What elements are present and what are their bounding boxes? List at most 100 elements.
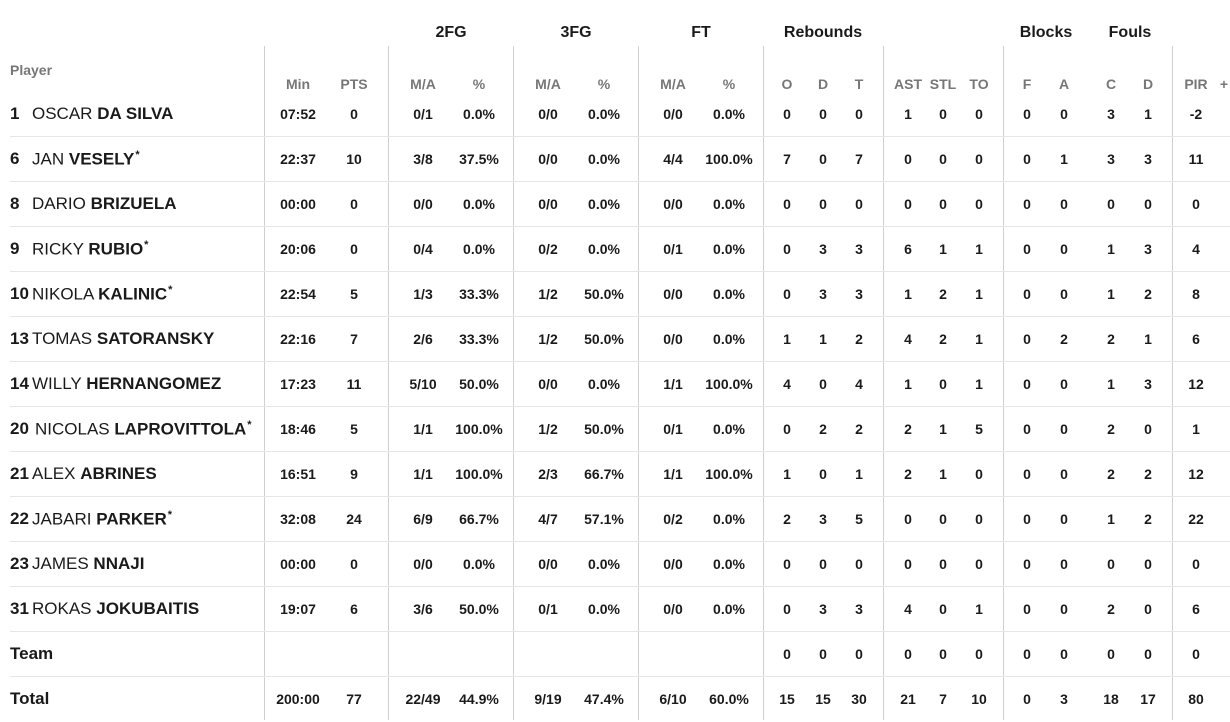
stat-cell: 07:52 <box>280 106 316 122</box>
column-divider <box>1172 46 1173 720</box>
stat-cell: 0 <box>939 196 947 212</box>
stat-cell: 0 <box>1144 421 1152 437</box>
stat-cell: 0.0% <box>713 331 745 347</box>
stat-cell: 10 <box>971 691 987 707</box>
stat-cell: 0/1 <box>663 421 683 437</box>
first-name: ROKAS <box>32 599 92 618</box>
stat-cell: 1 <box>1107 511 1115 527</box>
column-header: D <box>817 76 829 92</box>
stat-cell: 3 <box>1060 691 1068 707</box>
stat-cell: 4 <box>783 376 791 392</box>
last-name: KALINIC <box>98 284 168 304</box>
stat-cell: 0 <box>1060 556 1068 572</box>
player-row: 9 RICKY RUBIO* 20:06 0 0/4 0.0% 0/2 0.0% 0/1 0.0%… <box>0 227 1230 272</box>
jersey-number: 13 <box>10 329 29 348</box>
stat-cell: 47.4% <box>584 691 624 707</box>
stat-cell: 0 <box>1107 556 1115 572</box>
stat-cell: 1 <box>1060 151 1068 167</box>
group-header-blocks: Blocks <box>1019 24 1073 41</box>
stat-cell: 00:00 <box>280 556 316 572</box>
stat-cell: 22/49 <box>405 691 441 707</box>
stat-cell: 00:00 <box>280 196 316 212</box>
column-header: A <box>1058 76 1070 92</box>
jersey-number: 14 <box>10 374 29 393</box>
stat-cell: 2 <box>1144 511 1152 527</box>
first-name: NICOLAS <box>35 419 110 439</box>
stat-cell: 0/0 <box>663 106 683 122</box>
stat-cell: 12 <box>1188 376 1204 392</box>
stat-cell: 12 <box>1188 466 1204 482</box>
jersey-number: 6 <box>10 149 20 168</box>
stat-cell: 0.0% <box>588 151 620 167</box>
stat-cell: 0 <box>350 241 358 257</box>
stat-cell: 0 <box>783 286 791 302</box>
jersey-number: 20 <box>10 419 29 438</box>
stat-cell: 0 <box>975 151 983 167</box>
column-header: + <box>1219 76 1229 92</box>
stat-cell: 6 <box>1192 601 1200 617</box>
stat-cell: 7 <box>939 691 947 707</box>
stat-cell: 15 <box>815 691 831 707</box>
stat-cell: 57.1% <box>584 511 624 527</box>
stat-cell: 6/9 <box>413 511 433 527</box>
group-header-2fg: 2FG <box>435 24 467 41</box>
column-header: % <box>597 76 611 92</box>
stat-cell: 1 <box>1144 106 1152 122</box>
row-divider <box>10 496 1230 497</box>
stat-cell: 10 <box>346 151 362 167</box>
stat-cell: 0 <box>783 556 791 572</box>
stat-cell: 2 <box>819 421 827 437</box>
stat-cell: 0.0% <box>713 421 745 437</box>
row-divider <box>10 181 1230 182</box>
stat-cell: 2 <box>904 421 912 437</box>
jersey-number: 9 <box>10 239 20 258</box>
stat-cell: 0/0 <box>663 331 683 347</box>
stat-cell: 18 <box>1103 691 1119 707</box>
stat-cell: 0 <box>1144 196 1152 212</box>
player-name: TOMAS SATORANSKY <box>32 329 214 349</box>
stat-cell: 0.0% <box>588 106 620 122</box>
last-name: LAPROVITTOLA <box>114 419 247 439</box>
row-divider <box>10 631 1230 632</box>
row-divider <box>10 361 1230 362</box>
player-name: OSCAR DA SILVA <box>32 104 173 124</box>
column-header: Min <box>285 76 311 92</box>
stat-cell: 37.5% <box>459 151 499 167</box>
stat-cell: 0.0% <box>588 556 620 572</box>
row-divider <box>10 676 1230 677</box>
stat-cell: 1/1 <box>663 376 683 392</box>
stat-cell: 1 <box>904 376 912 392</box>
stat-cell: 50.0% <box>459 376 499 392</box>
stat-cell: 0 <box>1192 556 1200 572</box>
stat-cell: 1 <box>975 286 983 302</box>
player-name: RICKY RUBIO* <box>32 239 148 260</box>
stat-cell: 0 <box>1107 646 1115 662</box>
first-name: NIKOLA <box>32 284 94 304</box>
column-header: M/A <box>410 76 436 92</box>
stat-cell: 0 <box>904 646 912 662</box>
stat-cell: 7 <box>350 331 358 347</box>
stat-cell: 0.0% <box>713 601 745 617</box>
stat-cell: 0.0% <box>713 286 745 302</box>
stat-cell: 80 <box>1188 691 1204 707</box>
stat-cell: 0/0 <box>538 151 558 167</box>
row-divider <box>10 451 1230 452</box>
stat-cell: 3 <box>819 286 827 302</box>
stat-cell: 2 <box>783 511 791 527</box>
stat-cell: 0 <box>939 556 947 572</box>
stat-cell: 2 <box>855 331 863 347</box>
stat-cell: 0/0 <box>663 601 683 617</box>
group-header-fouls: Fouls <box>1108 24 1152 41</box>
stat-cell: 8 <box>1192 286 1200 302</box>
stat-cell: 0.0% <box>463 241 495 257</box>
stat-cell: 0/1 <box>413 106 433 122</box>
stat-cell: 0/0 <box>413 556 433 572</box>
stat-cell: 0 <box>855 196 863 212</box>
row-divider <box>10 586 1230 587</box>
stat-cell: 11 <box>1188 151 1204 167</box>
last-name: BRIZUELA <box>90 194 177 213</box>
jersey-number: 10 <box>10 284 29 303</box>
stat-cell: 0 <box>1023 376 1031 392</box>
stat-cell: 22 <box>1188 511 1204 527</box>
stat-cell: 0 <box>1023 151 1031 167</box>
